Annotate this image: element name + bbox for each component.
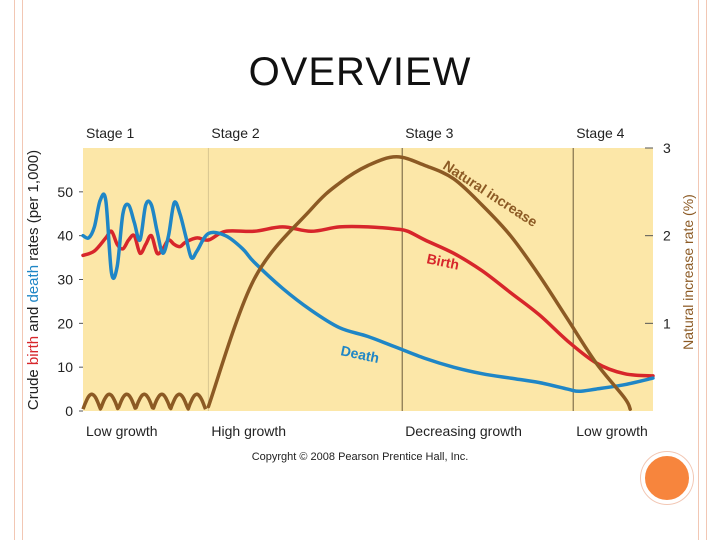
stage-label: Stage 4 xyxy=(576,125,624,141)
growth-label: Decreasing growth xyxy=(405,423,522,439)
left-tick-label: 0 xyxy=(65,403,73,419)
decorative-left-line-2 xyxy=(22,0,23,540)
right-tick-label: 3 xyxy=(663,140,671,156)
left-tick-label: 30 xyxy=(57,272,73,288)
left-axis-ticks: 0 10 20 30 40 50 xyxy=(57,184,83,419)
stage-label: Stage 1 xyxy=(86,125,134,141)
right-axis-label: Natural increase rate (%) xyxy=(680,194,696,350)
right-tick-label: 2 xyxy=(663,228,671,244)
slide-title: OVERVIEW xyxy=(248,50,472,94)
stage-label: Stage 2 xyxy=(211,125,259,141)
growth-label: Low growth xyxy=(86,423,158,439)
series-line-death xyxy=(81,192,655,394)
birth-annotation: Birth xyxy=(425,250,460,272)
decorative-orange-circle xyxy=(641,452,693,504)
decorative-left-line-1 xyxy=(14,0,15,540)
left-axis-label: Crude birth and death rates (per 1,000) xyxy=(25,150,42,410)
left-tick-label: 50 xyxy=(57,184,73,200)
left-tick-label: 10 xyxy=(57,359,73,375)
growth-labels: Low growth High growth Decreasing growth Lo… xyxy=(86,423,648,439)
series-lines xyxy=(81,155,655,411)
death-annotation: Death xyxy=(339,342,380,366)
natural-increase-stage1-wiggle xyxy=(81,392,208,411)
series-line-natural-increase xyxy=(206,155,632,411)
right-tick-label: 1 xyxy=(663,315,671,331)
left-tick-label: 20 xyxy=(57,315,73,331)
stage-dividers xyxy=(207,148,574,411)
stage-labels: Stage 1 Stage 2 Stage 3 Stage 4 xyxy=(86,125,625,141)
stage-label: Stage 3 xyxy=(405,125,453,141)
decorative-right-line-2 xyxy=(706,0,707,540)
copyright-footer: Copyrght © 2008 Pearson Prentice Hall, I… xyxy=(252,451,469,463)
growth-label: Low growth xyxy=(576,423,648,439)
decorative-right-line-1 xyxy=(698,0,699,540)
plot-area xyxy=(83,148,653,411)
left-tick-label: 40 xyxy=(57,228,73,244)
growth-label: High growth xyxy=(211,423,286,439)
right-axis-ticks: 1 2 3 xyxy=(645,140,671,331)
